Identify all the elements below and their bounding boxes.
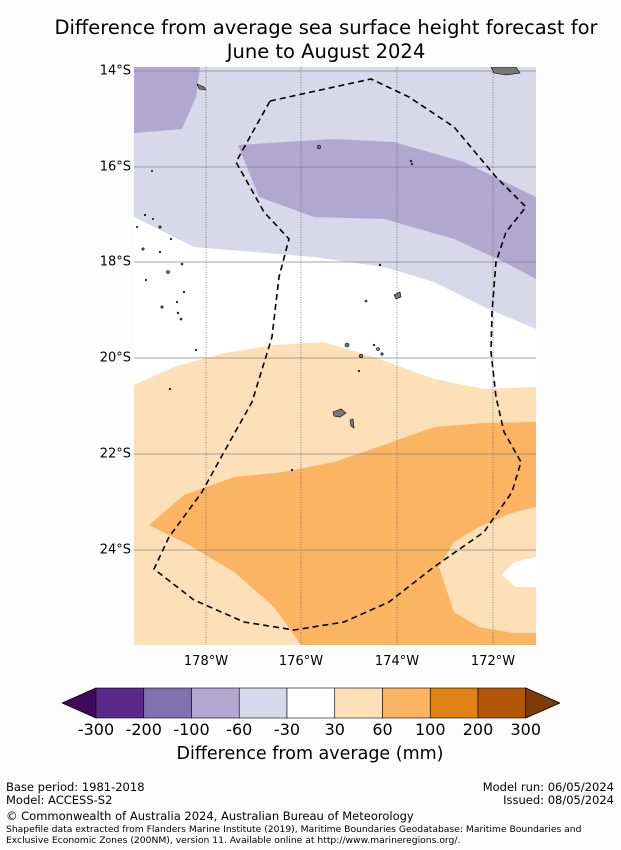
colorbar-segment — [334, 687, 383, 719]
colorbar-tick-label: 100 — [414, 720, 446, 739]
lon-label-178w: 178°W — [183, 654, 229, 669]
lon-label-176w: 176°W — [278, 654, 324, 669]
contour-minus60-100-band — [238, 139, 536, 279]
latitude-gridlines — [134, 70, 536, 551]
shapefile-credit-1: Shapefile data extracted from Flanders M… — [6, 824, 582, 835]
chart-title: Difference from average sea surface heig… — [0, 16, 621, 64]
contour-60-100 — [149, 422, 536, 645]
title-line-1: Difference from average sea surface heig… — [54, 16, 598, 39]
colorbar-extend-high — [525, 687, 560, 719]
contour-neutral-se — [502, 557, 536, 587]
colorbar-tick-label: -200 — [125, 720, 162, 739]
copyright: © Commonwealth of Australia 2024, Austra… — [6, 809, 414, 823]
colorbar-segment — [143, 687, 192, 719]
colorbar-segment — [429, 687, 479, 719]
model-name: Model: ACCESS-S2 — [6, 793, 113, 807]
colorbar-segment — [286, 687, 336, 719]
contour-30-60-se — [439, 507, 536, 633]
shapefile-credit-2: Exclusive Economic Zones (200NM), versio… — [6, 835, 461, 846]
issued-date: Issued: 08/05/2024 — [503, 793, 614, 807]
lat-label-16s: 16°S — [99, 159, 131, 175]
lat-label-14s: 14°S — [99, 63, 131, 79]
contour-minus60-100-nw — [134, 67, 200, 133]
forecast-map — [134, 67, 536, 645]
colorbar-tick-label: 30 — [324, 720, 345, 739]
title-line-2: June to August 2024 — [226, 40, 426, 63]
colorbar-tick-label: 200 — [462, 720, 494, 739]
lat-label-20s: 20°S — [99, 350, 131, 366]
colorbar-tick-label: -30 — [273, 720, 301, 739]
lat-label-22s: 22°S — [99, 446, 131, 462]
colorbar-extend-low — [62, 687, 97, 719]
colorbar-segment — [238, 687, 288, 719]
lon-label-172w: 172°W — [470, 654, 516, 669]
colorbar-title: Difference from average (mm) — [176, 744, 444, 764]
colorbar-tick-label: -300 — [77, 720, 115, 739]
model-run: Model run: 06/05/2024 — [482, 780, 614, 794]
colorbar-segment — [95, 687, 145, 719]
colorbar-segment — [477, 687, 527, 719]
lon-label-174w: 174°W — [374, 654, 420, 669]
colorbar-segment — [382, 687, 431, 719]
lat-label-18s: 18°S — [99, 254, 131, 270]
colorbar-tick-label: -100 — [173, 720, 210, 739]
base-period: Base period: 1981-2018 — [6, 780, 145, 794]
colorbar-tick-label: 300 — [510, 720, 542, 739]
islands — [135, 67, 521, 472]
colorbar-tick-label: 60 — [372, 720, 393, 739]
lat-label-24s: 24°S — [99, 542, 131, 558]
colorbar — [62, 687, 560, 719]
colorbar-tick-label: -60 — [226, 720, 253, 739]
eez-boundary — [153, 78, 528, 631]
colorbar-segment — [191, 687, 240, 719]
